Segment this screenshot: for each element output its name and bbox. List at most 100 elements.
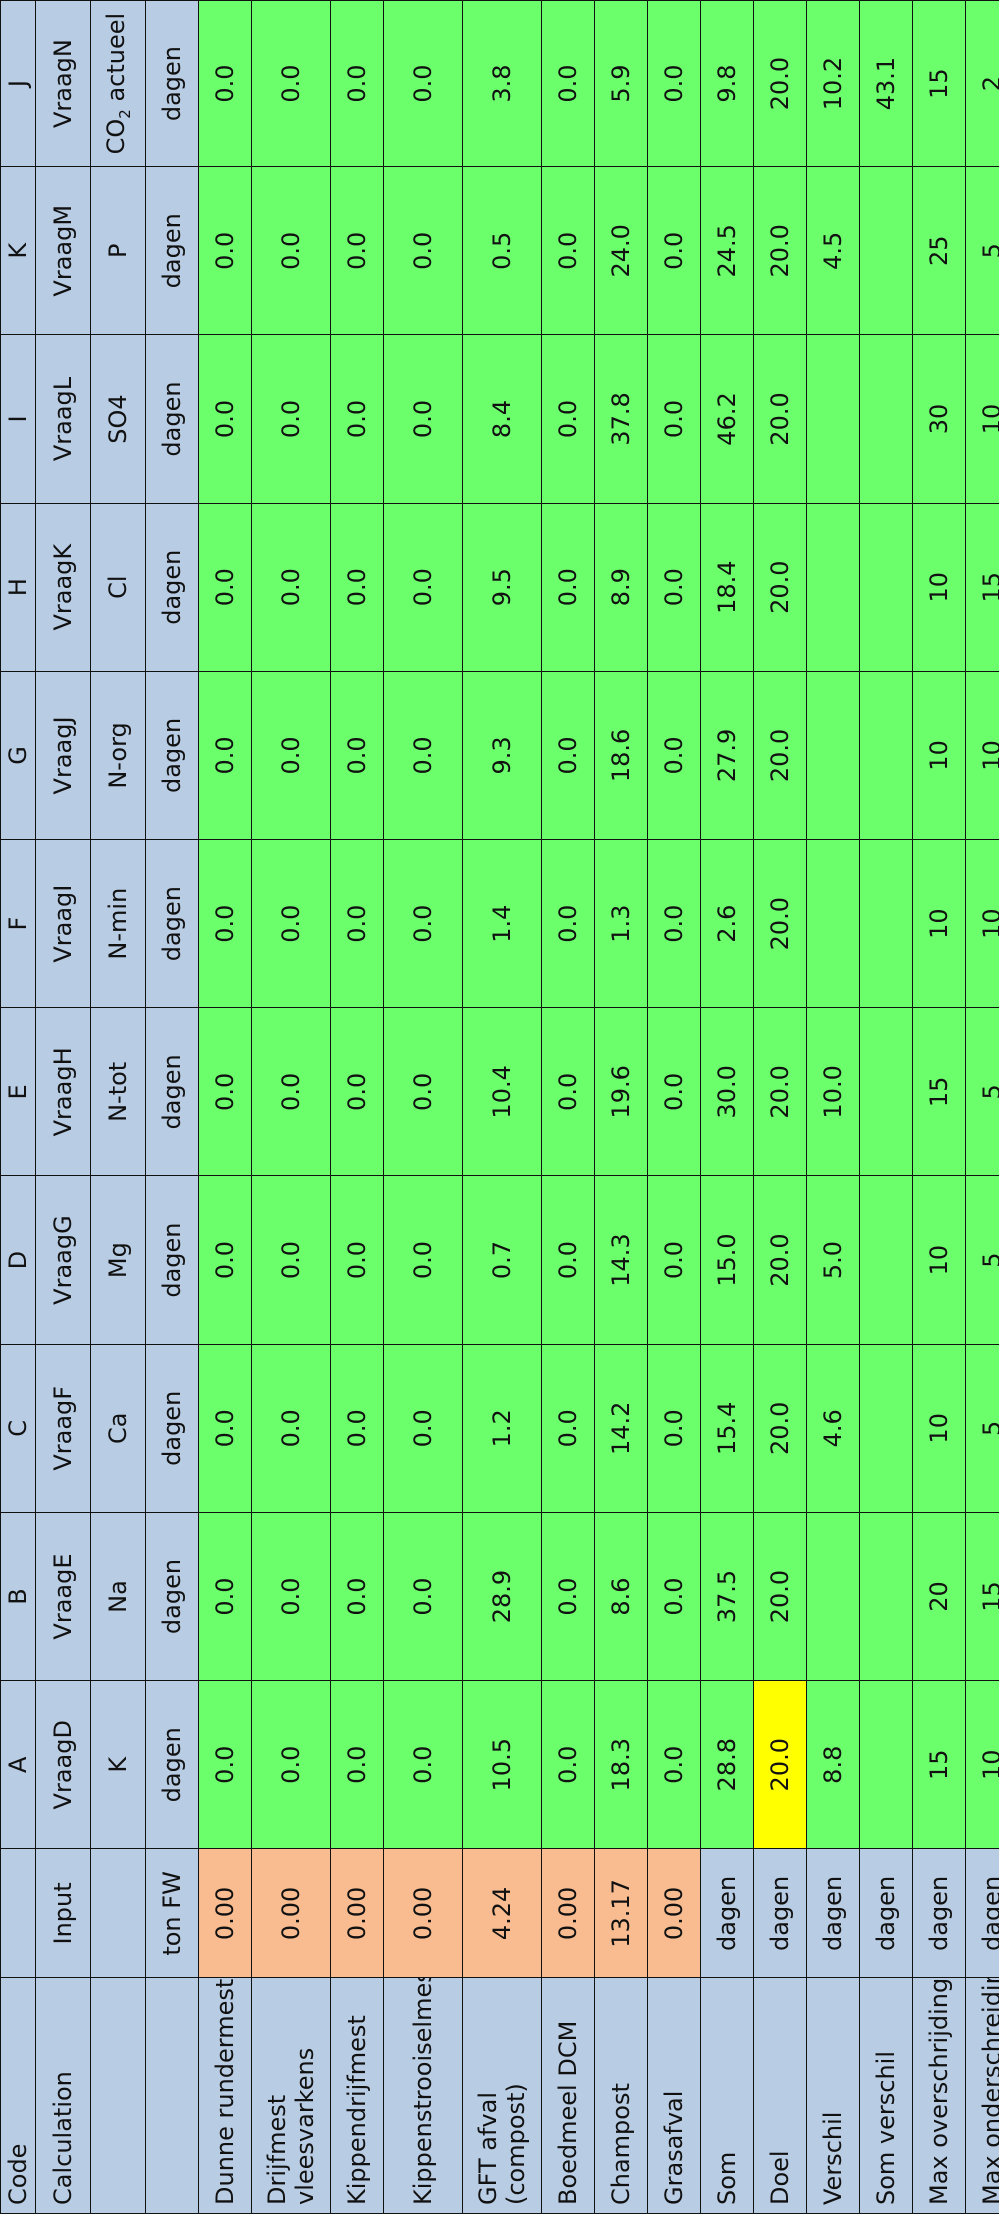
column-code: B — [0, 1512, 36, 1681]
value-cell: 19.6 — [594, 1007, 648, 1176]
summary-value-cell: 25 — [912, 166, 966, 335]
summary-value-cell: 37.5 — [700, 1512, 754, 1681]
summary-value-cell: 20 — [912, 1512, 966, 1681]
value-cell: 0.0 — [198, 1007, 252, 1176]
input-value-cell[interactable]: 0.00 — [198, 1848, 252, 1978]
value-cell: 0.0 — [383, 1344, 463, 1513]
value-cell: 18.6 — [594, 671, 648, 840]
value-cell: 0.0 — [541, 166, 595, 335]
summary-unit: dagen — [859, 1848, 913, 1978]
value-cell: 0.0 — [251, 1007, 331, 1176]
value-cell: 0.0 — [383, 166, 463, 335]
value-cell: 0.0 — [383, 0, 463, 167]
column-code: D — [0, 1175, 36, 1345]
summary-value-cell: 20.0 — [753, 671, 807, 840]
column-code: K — [0, 166, 36, 335]
value-cell: 0.0 — [647, 1175, 701, 1345]
value-cell: 37.8 — [594, 334, 648, 504]
summary-value-cell: 8.8 — [806, 1680, 860, 1849]
column-unit: dagen — [145, 671, 199, 840]
value-cell: 0.0 — [541, 0, 595, 167]
value-cell: 0.0 — [330, 1344, 384, 1513]
input-value-cell[interactable]: 13.17 — [594, 1848, 648, 1978]
value-cell: 0.0 — [251, 1344, 331, 1513]
summary-unit: dagen — [700, 1848, 754, 1978]
value-cell: 10.5 — [462, 1680, 542, 1849]
summary-value-cell — [859, 1344, 913, 1513]
summary-value-cell — [806, 671, 860, 840]
input-value-cell[interactable]: 0.00 — [541, 1848, 595, 1978]
column-vraag: VraagD — [35, 1680, 91, 1849]
input-empty — [90, 1848, 146, 1978]
value-cell: 0.0 — [541, 839, 595, 1008]
value-cell: 0.0 — [251, 1175, 331, 1345]
column-element: N-org — [90, 671, 146, 840]
column-vraag: VraagN — [35, 0, 91, 167]
value-cell: 0.0 — [541, 334, 595, 504]
value-cell: 0.0 — [383, 671, 463, 840]
value-cell: 0.0 — [251, 839, 331, 1008]
input-value-cell[interactable]: 4.24 — [462, 1848, 542, 1978]
row-label: Grasafval — [647, 1977, 701, 2214]
input-unit: ton FW — [145, 1848, 199, 1978]
summary-value-cell — [859, 839, 913, 1008]
value-cell: 0.0 — [647, 671, 701, 840]
value-cell: 0.0 — [383, 1512, 463, 1681]
summary-label-text: Som — [713, 2151, 741, 2205]
column-unit: dagen — [145, 166, 199, 335]
summary-value-cell: 2 — [965, 0, 999, 167]
summary-label: Max overschrijding — [912, 1977, 966, 2214]
value-cell: 0.0 — [251, 334, 331, 504]
row-label: Boedmeel DCM — [541, 1977, 595, 2214]
summary-value-cell: 5 — [965, 1175, 999, 1345]
summary-label-text: Doel — [766, 2150, 794, 2205]
value-cell: 0.0 — [251, 0, 331, 167]
summary-value-cell: 18.4 — [700, 503, 754, 672]
column-code: J — [0, 0, 36, 167]
summary-value-cell: 27.9 — [700, 671, 754, 840]
column-code: A — [0, 1680, 36, 1849]
summary-value-cell: 15.4 — [700, 1344, 754, 1513]
column-unit: dagen — [145, 1007, 199, 1176]
summary-value-cell — [859, 1680, 913, 1849]
summary-label-text: Max overschrijding — [925, 1977, 953, 2205]
value-cell: 0.0 — [647, 839, 701, 1008]
value-cell: 0.0 — [198, 671, 252, 840]
summary-label: Max onderschreiding — [965, 1977, 999, 2214]
value-cell: 9.5 — [462, 503, 542, 672]
column-element: CO2 actueel — [90, 0, 146, 167]
summary-value-cell — [859, 1007, 913, 1176]
value-cell: 8.9 — [594, 503, 648, 672]
row-label: Drijfmest vleesvarkens — [251, 1977, 331, 2214]
summary-row: Max onderschreidingdagen1015555101015105… — [965, 0, 999, 2214]
summary-value-cell: 43.1 — [859, 0, 913, 167]
value-cell: 1.4 — [462, 839, 542, 1008]
row-label: Kippendrijfmest — [330, 1977, 384, 2214]
summary-label-text: Verschil — [819, 2111, 847, 2205]
value-cell: 0.0 — [251, 1680, 331, 1849]
column-vraag: VraagH — [35, 1007, 91, 1176]
value-cell: 0.0 — [198, 503, 252, 672]
value-cell: 1.3 — [594, 839, 648, 1008]
value-cell: 0.7 — [462, 1175, 542, 1345]
input-value-cell[interactable]: 0.00 — [330, 1848, 384, 1978]
input-value-cell[interactable]: 0.00 — [383, 1848, 463, 1978]
value-cell: 0.0 — [647, 0, 701, 167]
value-cell: 0.0 — [541, 1512, 595, 1681]
value-cell: 10.4 — [462, 1007, 542, 1176]
summary-unit: dagen — [753, 1848, 807, 1978]
input-value-cell[interactable]: 0.00 — [251, 1848, 331, 1978]
input-value-cell[interactable]: 0.00 — [647, 1848, 701, 1978]
value-cell: 0.0 — [330, 839, 384, 1008]
summary-value-cell: 20.0 — [753, 1512, 807, 1681]
row-label: Dunne rundermest — [198, 1977, 252, 2214]
row-label: Kippenstrooiselmest — [383, 1977, 463, 2214]
value-cell: 0.0 — [541, 1007, 595, 1176]
column-unit: dagen — [145, 1175, 199, 1345]
summary-value-cell — [859, 1175, 913, 1345]
summary-value-cell[interactable]: 20.0 — [753, 1680, 807, 1849]
value-cell: 0.0 — [647, 503, 701, 672]
value-cell: 18.3 — [594, 1680, 648, 1849]
